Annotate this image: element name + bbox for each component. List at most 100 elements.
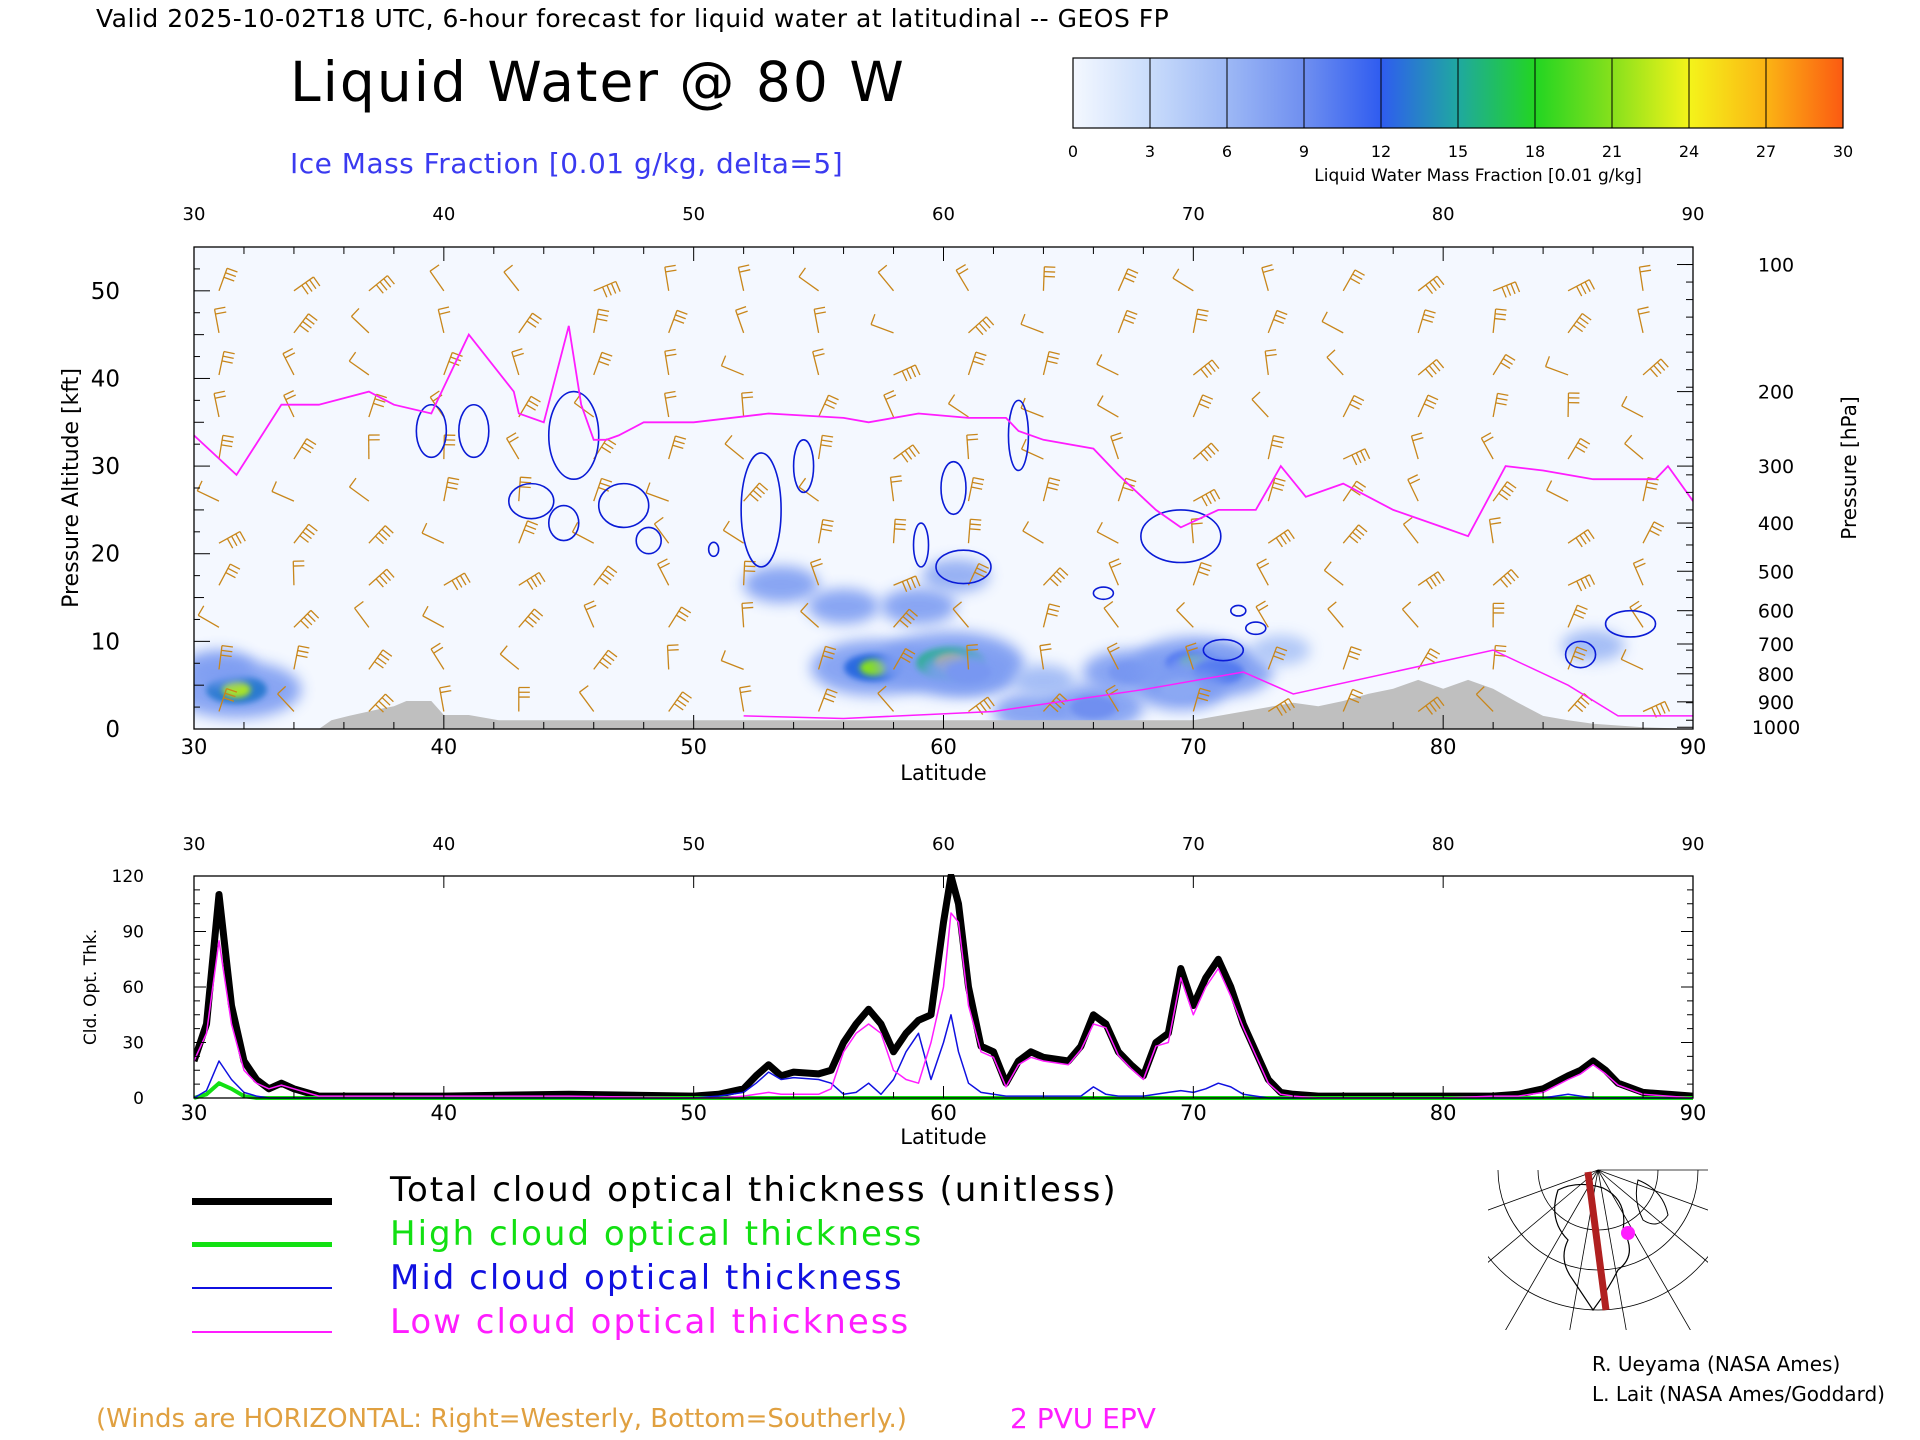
wind-barb xyxy=(1492,569,1519,588)
wind-barb xyxy=(1567,529,1595,548)
wind-barb xyxy=(817,518,834,544)
bottom-x-tick-label: 50 xyxy=(680,1101,707,1125)
wind-barb xyxy=(1492,481,1517,502)
wind-barb xyxy=(1567,279,1596,297)
x-tick-label: 90 xyxy=(1680,735,1707,759)
wind-barb xyxy=(1326,349,1344,376)
bottom-y-tick-label: 0 xyxy=(133,1089,144,1109)
wind-barb xyxy=(350,307,370,334)
y2-tick-label: 800 xyxy=(1758,664,1794,686)
wind-barb xyxy=(968,696,995,715)
wind-barb xyxy=(1192,308,1209,334)
wind-barb xyxy=(889,475,903,502)
wind-barb xyxy=(1255,600,1269,628)
wind-barb xyxy=(1267,309,1288,334)
x-tick-label-top: 40 xyxy=(432,204,455,225)
wind-barb xyxy=(518,571,546,590)
wind-barb xyxy=(817,688,838,712)
legend-swatch-mid xyxy=(192,1287,332,1289)
wind-barb xyxy=(1567,313,1592,334)
epv-label: 2 PVU EPV xyxy=(1010,1402,1156,1435)
ice-contour xyxy=(635,526,662,555)
ice-contour xyxy=(1140,509,1222,564)
wind-barb xyxy=(518,520,539,544)
wind-barb xyxy=(952,601,969,628)
wind-barb xyxy=(800,602,820,628)
bottom-x-tick-label: 60 xyxy=(930,1101,957,1125)
wind-barb xyxy=(1638,264,1652,291)
legend-entry-mid: Mid cloud optical thickness xyxy=(190,1258,1090,1302)
x-tick-label-top: 90 xyxy=(1682,204,1705,225)
colorbar-tick-label: 9 xyxy=(1299,142,1309,161)
wind-barb xyxy=(1321,311,1344,334)
map-marker xyxy=(1621,1226,1635,1240)
colorbar-tick-label: 30 xyxy=(1833,142,1853,161)
wind-barb xyxy=(293,276,321,295)
wind-barb xyxy=(1185,642,1198,670)
wind-barb xyxy=(277,685,295,712)
legend-entry-total: Total cloud optical thickness (unitless) xyxy=(190,1170,1116,1214)
wind-barb xyxy=(293,313,318,334)
wind-barb xyxy=(657,558,670,586)
bottom-x-tick-label-top: 40 xyxy=(432,834,455,855)
legend-entry-low: Low cloud optical thickness xyxy=(190,1302,1090,1346)
x-tick-label-top: 30 xyxy=(183,204,206,225)
wind-barb xyxy=(1492,602,1505,628)
wind-barb xyxy=(1637,306,1650,334)
wind-barb xyxy=(218,434,234,460)
wind-barb xyxy=(666,644,679,670)
wind-barb xyxy=(1492,644,1507,670)
wind-barb xyxy=(1624,434,1644,460)
wind-barb xyxy=(443,572,471,591)
wind-barb xyxy=(499,645,520,670)
wind-barb xyxy=(1193,488,1221,507)
wind-barb xyxy=(293,645,310,670)
wind-barb xyxy=(798,267,819,292)
wind-barb xyxy=(645,482,669,502)
ice-contour xyxy=(1202,638,1245,662)
wind-barb xyxy=(213,390,226,418)
wind-barb xyxy=(1020,313,1044,334)
wind-barb xyxy=(892,518,907,544)
wind-barb xyxy=(1042,266,1056,291)
colorbar-tick-label: 3 xyxy=(1145,142,1155,161)
liquid-water-blob xyxy=(1251,634,1311,666)
wind-barb xyxy=(218,267,238,292)
legend-label-high: High cloud optical thickness xyxy=(390,1214,924,1254)
wind-barb xyxy=(893,608,918,628)
x-tick-label: 50 xyxy=(680,735,707,759)
wind-barb xyxy=(1417,309,1436,334)
colorbar-tick-label: 0 xyxy=(1068,142,1078,161)
wind-barb xyxy=(271,481,295,502)
y-axis-label: Pressure Altitude [kft] xyxy=(59,368,84,608)
x-tick-label: 70 xyxy=(1180,735,1207,759)
wind-barb xyxy=(518,608,544,628)
wind-barb xyxy=(443,476,460,502)
y2-tick-label: 900 xyxy=(1758,692,1794,714)
colorbar-tick-label: 15 xyxy=(1448,142,1468,161)
ice-contour xyxy=(1092,586,1115,601)
wind-barb xyxy=(1417,696,1445,715)
wind-barb xyxy=(1492,392,1509,418)
wind-barb xyxy=(663,390,677,418)
wind-barb xyxy=(1342,646,1362,670)
liquid-water-core xyxy=(945,660,992,684)
wind-barb xyxy=(967,518,982,544)
locator-map xyxy=(1488,1160,1708,1330)
ice-contours xyxy=(415,390,1657,669)
wind-barb xyxy=(813,306,826,334)
wind-barb xyxy=(368,275,395,294)
wind-barb xyxy=(438,685,452,712)
wind-barb xyxy=(743,482,769,502)
ice-contour xyxy=(792,438,815,494)
colorbar-tick-label: 21 xyxy=(1602,142,1622,161)
wind-barb xyxy=(348,477,370,502)
wind-barb xyxy=(437,306,451,334)
wind-barb xyxy=(218,530,246,549)
x-tick-label: 40 xyxy=(430,735,457,759)
wind-barb xyxy=(1020,438,1044,460)
y2-tick-label: 500 xyxy=(1758,561,1794,583)
y-tick-label: 40 xyxy=(91,366,120,392)
colorbar-tick-label: 24 xyxy=(1679,142,1699,161)
y2-tick-label: 300 xyxy=(1758,456,1794,478)
